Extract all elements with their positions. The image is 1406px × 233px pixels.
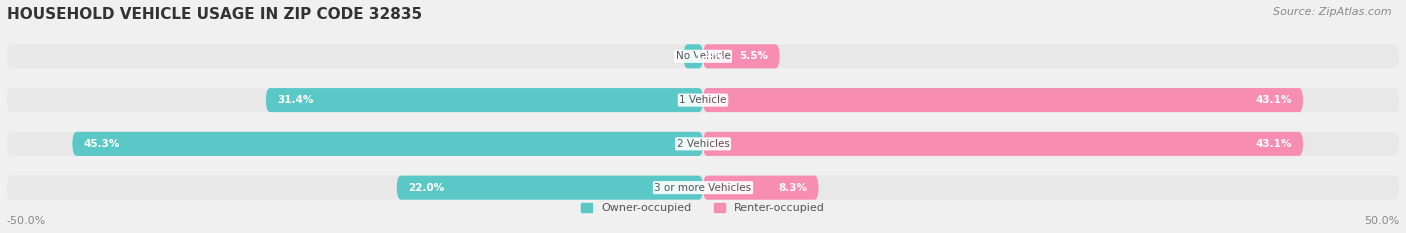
Text: 5.5%: 5.5% xyxy=(740,51,769,61)
Legend: Owner-occupied, Renter-occupied: Owner-occupied, Renter-occupied xyxy=(576,199,830,218)
Text: 43.1%: 43.1% xyxy=(1256,95,1292,105)
Text: No Vehicle: No Vehicle xyxy=(675,51,731,61)
Text: 8.3%: 8.3% xyxy=(779,183,807,193)
Text: HOUSEHOLD VEHICLE USAGE IN ZIP CODE 32835: HOUSEHOLD VEHICLE USAGE IN ZIP CODE 3283… xyxy=(7,7,422,22)
Text: -50.0%: -50.0% xyxy=(7,216,46,226)
Text: 2 Vehicles: 2 Vehicles xyxy=(676,139,730,149)
FancyBboxPatch shape xyxy=(683,44,703,68)
FancyBboxPatch shape xyxy=(72,132,703,156)
Text: 1.4%: 1.4% xyxy=(695,51,724,61)
Text: Source: ZipAtlas.com: Source: ZipAtlas.com xyxy=(1274,7,1392,17)
FancyBboxPatch shape xyxy=(703,176,818,200)
FancyBboxPatch shape xyxy=(7,176,1399,200)
Text: 43.1%: 43.1% xyxy=(1256,139,1292,149)
Text: 22.0%: 22.0% xyxy=(408,183,444,193)
FancyBboxPatch shape xyxy=(703,88,1303,112)
FancyBboxPatch shape xyxy=(7,132,1399,156)
FancyBboxPatch shape xyxy=(703,132,1303,156)
FancyBboxPatch shape xyxy=(7,88,1399,112)
Text: 31.4%: 31.4% xyxy=(277,95,314,105)
Text: 45.3%: 45.3% xyxy=(83,139,120,149)
FancyBboxPatch shape xyxy=(703,44,779,68)
Text: 50.0%: 50.0% xyxy=(1364,216,1399,226)
FancyBboxPatch shape xyxy=(266,88,703,112)
FancyBboxPatch shape xyxy=(7,44,1399,68)
Text: 1 Vehicle: 1 Vehicle xyxy=(679,95,727,105)
Text: 3 or more Vehicles: 3 or more Vehicles xyxy=(654,183,752,193)
FancyBboxPatch shape xyxy=(396,176,703,200)
